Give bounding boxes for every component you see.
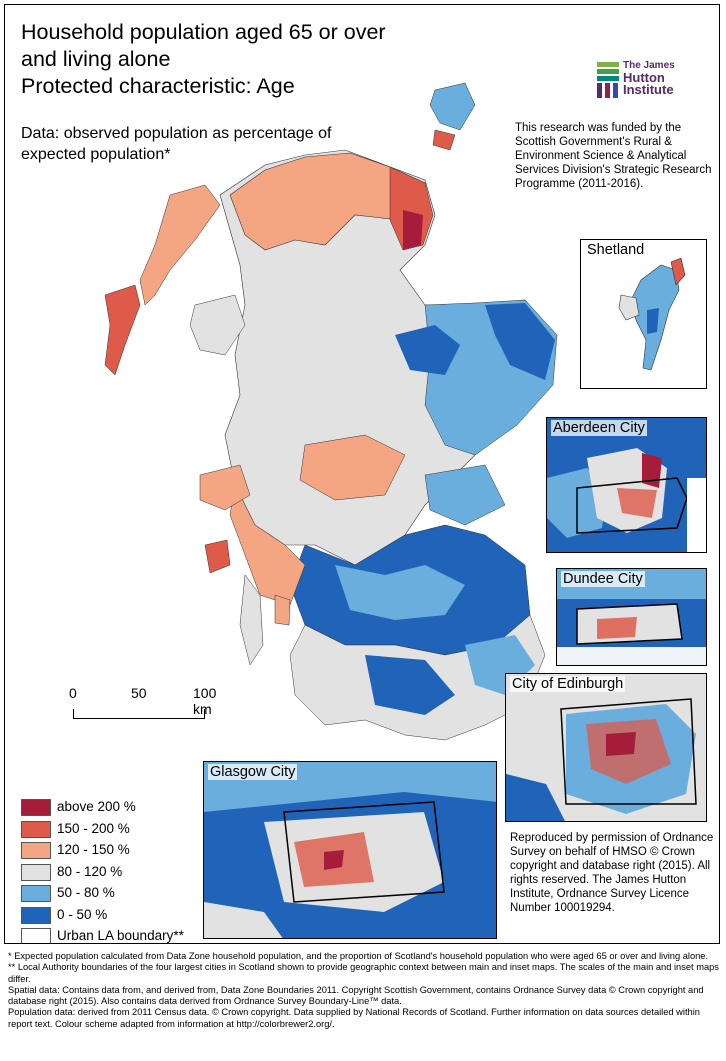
aberdeen-map [547, 418, 707, 553]
james-hutton-logo-icon [597, 62, 619, 98]
legend: above 200 % 150 - 200 % 120 - 150 % 80 -… [21, 797, 211, 944]
map-region-arran [275, 595, 290, 625]
legend-swatch [21, 885, 51, 902]
legend-label: Urban LA boundary** [57, 928, 184, 943]
inset-title-glasgow: Glasgow City [208, 764, 297, 780]
inset-edinburgh: City of Edinburgh [505, 673, 707, 822]
scale-bar: 0 50 100 km [65, 685, 225, 725]
map-title-line-3: Protected characteristic: Age [21, 73, 441, 100]
map-region-uist [105, 285, 140, 375]
legend-label: 80 - 120 % [57, 864, 122, 879]
legend-swatch [21, 928, 51, 944]
reproduction-statement: Reproduced by permission of Ordnance Sur… [510, 831, 715, 915]
legend-label: 150 - 200 % [57, 821, 130, 836]
inset-title-aberdeen: Aberdeen City [551, 420, 647, 436]
map-frame: Household population aged 65 or over and… [4, 4, 720, 944]
edinburgh-map [506, 674, 707, 822]
inset-aberdeen: Aberdeen City [546, 417, 707, 553]
shetland-map [581, 240, 707, 389]
map-region-wick [403, 210, 423, 250]
legend-swatch [21, 842, 51, 859]
legend-item: 50 - 80 % [21, 883, 211, 905]
legend-label: 50 - 80 % [57, 885, 115, 900]
legend-item: 150 - 200 % [21, 819, 211, 841]
legend-swatch [21, 799, 51, 816]
inset-title-edinburgh: City of Edinburgh [510, 676, 625, 692]
legend-label: 0 - 50 % [57, 907, 107, 922]
footnote: Population data: derived from 2011 Censu… [8, 1007, 720, 1030]
legend-item: Urban LA boundary** [21, 926, 211, 944]
inset-title-dundee: Dundee City [561, 571, 645, 587]
legend-label: 120 - 150 % [57, 842, 130, 857]
scale-bar-line [73, 709, 205, 719]
logo-text: The James Hutton Institute [623, 60, 675, 96]
footnote: ** Local Authority boundaries of the fou… [8, 962, 720, 985]
footnotes: * Expected population calculated from Da… [8, 951, 720, 1030]
map-subtitle: Data: observed population as percentage … [21, 123, 381, 165]
glasgow-map [204, 762, 497, 939]
james-hutton-logo: The James Hutton Institute [597, 60, 697, 102]
legend-item: 120 - 150 % [21, 840, 211, 862]
map-region-islay [205, 540, 230, 573]
legend-swatch [21, 821, 51, 838]
footnote: * Expected population calculated from Da… [8, 951, 720, 962]
legend-item: above 200 % [21, 797, 211, 819]
inset-dundee: Dundee City [556, 568, 707, 666]
legend-swatch [21, 864, 51, 881]
map-title-line-1: Household population aged 65 or over [21, 19, 441, 46]
inset-title-shetland: Shetland [585, 242, 646, 258]
map-region-lewis [140, 185, 220, 305]
legend-item: 80 - 120 % [21, 862, 211, 884]
funding-statement: This research was funded by the Scottish… [515, 121, 715, 191]
legend-item: 0 - 50 % [21, 905, 211, 927]
scale-label-50: 50 [131, 685, 147, 701]
inset-glasgow: Glasgow City [203, 761, 497, 939]
map-title: Household population aged 65 or over and… [21, 19, 441, 100]
legend-swatch [21, 907, 51, 924]
map-region-fife [425, 465, 505, 525]
map-region-orkney-south [433, 130, 455, 150]
map-title-line-2: and living alone [21, 46, 441, 73]
legend-label: above 200 % [57, 799, 136, 814]
footnote: Spatial data: Contains data from, and de… [8, 985, 720, 1008]
inset-shetland: Shetland [580, 239, 707, 389]
scale-label-0: 0 [69, 685, 77, 701]
logo-line-3: Institute [623, 84, 675, 96]
